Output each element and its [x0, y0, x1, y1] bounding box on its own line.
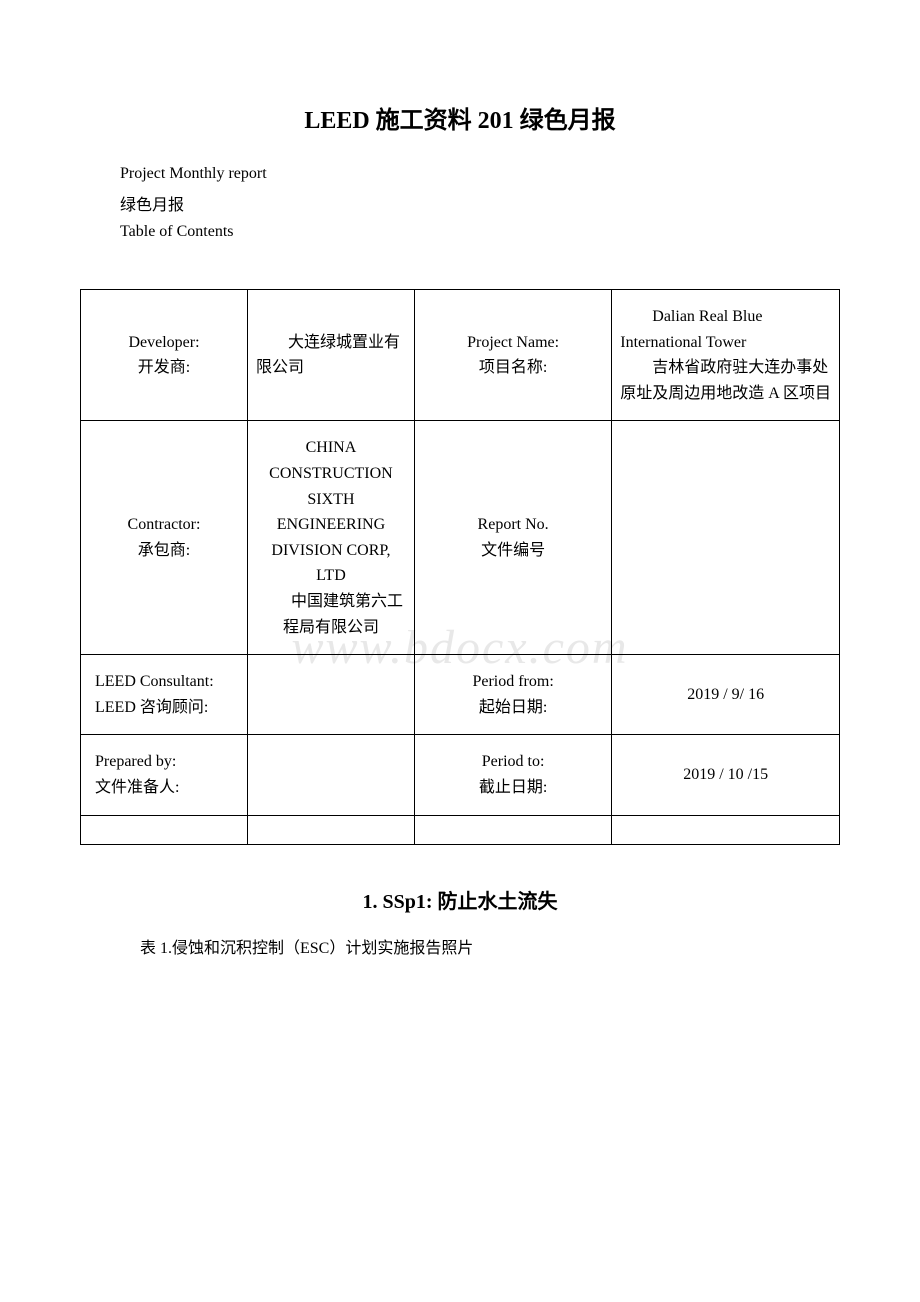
cell-project-name-label: Project Name:项目名称: [414, 290, 611, 421]
cell-period-from-label: Period from:起始日期: [414, 655, 611, 735]
cell-contractor-value: CHINA CONSTRUCTION SIXTH ENGINEERING DIV… [247, 421, 414, 655]
page-title: LEED 施工资料 201 绿色月报 [80, 100, 840, 135]
cell-empty [414, 815, 611, 844]
cell-consultant-label: LEED Consultant:LEED 咨询顾问: [81, 655, 248, 735]
cell-period-from-value: 2019 / 9/ 16 [612, 655, 840, 735]
cell-report-no-label: Report No.文件编号 [414, 421, 611, 655]
subtitle-cn: 绿色月报 [120, 191, 840, 215]
cell-project-name-value: Dalian Real Blue International Tower 吉林省… [612, 290, 840, 421]
cell-report-no-value [612, 421, 840, 655]
cell-empty [612, 815, 840, 844]
section-title: 1. SSp1: 防止水土流失 [80, 885, 840, 914]
cell-period-to-value: 2019 / 10 /15 [612, 735, 840, 815]
cell-contractor-label: Contractor:承包商: [81, 421, 248, 655]
table-row: Prepared by:文件准备人: Period to:截止日期: 2019 … [81, 735, 840, 815]
project-info-table: Developer:开发商: 大连绿城置业有限公司 Project Name:项… [80, 289, 840, 845]
toc-label: Table of Contents [120, 223, 840, 241]
table-row: Contractor:承包商: CHINA CONSTRUCTION SIXTH… [81, 421, 840, 655]
cell-empty [247, 815, 414, 844]
cell-prepared-by-label: Prepared by:文件准备人: [81, 735, 248, 815]
table-row [81, 815, 840, 844]
subtitle-en: Project Monthly report [120, 165, 840, 183]
cell-prepared-by-value [247, 735, 414, 815]
table-caption: 表 1.侵蚀和沉积控制（ESC）计划实施报告照片 [140, 934, 840, 958]
cell-period-to-label: Period to:截止日期: [414, 735, 611, 815]
table-row: LEED Consultant:LEED 咨询顾问: Period from:起… [81, 655, 840, 735]
table-row: Developer:开发商: 大连绿城置业有限公司 Project Name:项… [81, 290, 840, 421]
cell-developer-value: 大连绿城置业有限公司 [247, 290, 414, 421]
cell-developer-label: Developer:开发商: [81, 290, 248, 421]
cell-empty [81, 815, 248, 844]
cell-consultant-value [247, 655, 414, 735]
